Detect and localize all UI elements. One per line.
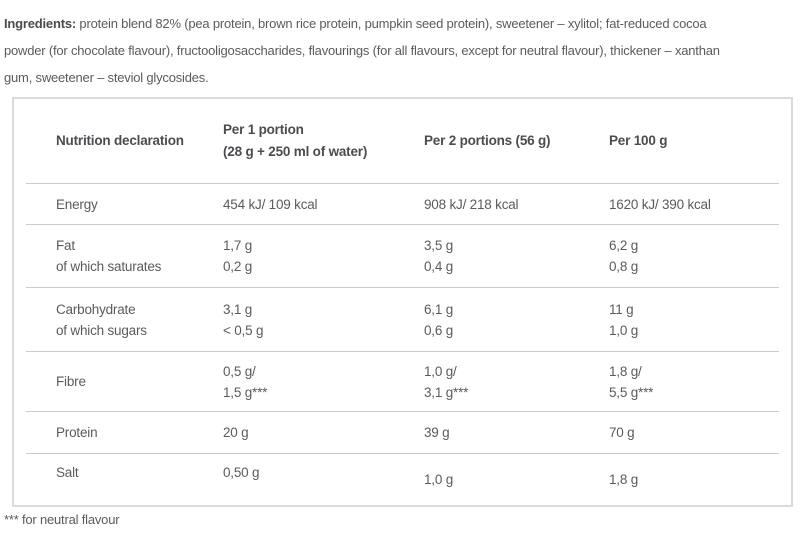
table-row: Energy 454 kJ/ 109 kcal 908 kJ/ 218 kcal 16… [26, 183, 779, 224]
ingredients-line: Ingredients: protein blend 82% (pea prot… [4, 16, 707, 31]
table-row: Protein 20 g 39 g 70 g [26, 411, 779, 453]
cell-line: 1,0 g/ [424, 363, 457, 379]
cell-line: (28 g + 250 ml of water) [223, 144, 368, 159]
cell-line: 0,50 g [223, 465, 260, 480]
cell-line: 3,5 g [424, 238, 454, 253]
table-row: Salt 0,50 g 1,0 g 1,8 g [26, 453, 779, 505]
cell-line: 0,5 g/ [223, 363, 256, 379]
value-cell: 1,7 g 0,2 g [223, 235, 424, 277]
cell-line: Carbohydrate [56, 301, 136, 317]
cell-line: Per 1 portion [223, 122, 304, 137]
cell-line: Fibre [56, 374, 86, 389]
cell-line: 1,0 g [609, 322, 639, 338]
value-cell: 454 kJ/ 109 kcal [223, 194, 424, 215]
value-cell: 1,0 g/3,1 g*** [424, 361, 609, 403]
value-cell: 1,8 g [609, 462, 779, 490]
cell-line: 908 kJ/ 218 kcal [424, 196, 519, 212]
cell-line: Per 100 g [609, 133, 668, 148]
cell-line: Nutrition declaration [56, 133, 184, 148]
cell-line: of which saturates [56, 259, 162, 274]
row-label-cell: Fibre [26, 371, 223, 392]
cell-line: 70 g [609, 425, 635, 440]
cell-line: 39 g [424, 425, 450, 440]
cell-line: 1,8 g [609, 472, 639, 487]
header-cell-2: Per 2 portions (56 g) [424, 130, 609, 152]
cell-line: 3,1 g [223, 301, 253, 317]
table-row: Carbohydrate of which sugars 3,1 g < 0,5 g 6… [26, 287, 779, 351]
footnote: *** for neutral flavour [4, 512, 120, 527]
cell-line: 6,2 g [609, 238, 639, 253]
table-row: Fibre 0,5 g/1,5 g*** 1,0 g/3,1 g*** 1,8 g/5… [26, 351, 779, 411]
nutrition-table: Nutrition declaration Per 1 portion (28 g … [12, 97, 793, 507]
header-cell-3: Per 100 g [609, 130, 779, 152]
cell-line: of which sugars [56, 322, 147, 338]
value-cell: 908 kJ/ 218 kcal [424, 194, 609, 215]
ingredients-paragraph: Ingredients: protein blend 82% (pea prot… [4, 10, 809, 91]
cell-line: 20 g [223, 425, 249, 440]
table-row: Fat of which saturates 1,7 g 0,2 g 3,5 g 0,4 … [26, 224, 779, 287]
row-label-cell: Protein [26, 422, 223, 443]
value-cell: 3,1 g < 0,5 g [223, 299, 424, 341]
value-cell: 1,8 g/5,5 g*** [609, 361, 779, 403]
cell-line: 1620 kJ/ 390 kcal [609, 196, 711, 212]
value-cell: 1,0 g [424, 462, 609, 490]
ingredients-line: powder (for chocolate flavour), fructool… [4, 43, 720, 58]
cell-line: 1,8 g/ [609, 363, 642, 379]
cell-line: 5,5 g*** [609, 384, 654, 400]
row-label-cell: Salt [26, 462, 223, 483]
value-cell: 0,50 g [223, 462, 424, 483]
cell-line: 454 kJ/ 109 kcal [223, 196, 318, 212]
row-label-cell: Fat of which saturates [26, 235, 223, 277]
cell-line: 3,1 g*** [424, 384, 469, 400]
row-label-cell: Carbohydrate of which sugars [26, 299, 223, 341]
ingredients-text: protein blend 82% (pea protein, brown ri… [76, 16, 707, 31]
row-label-cell: Energy [26, 194, 223, 215]
cell-line: Fat [56, 238, 75, 253]
value-cell: 0,5 g/1,5 g*** [223, 361, 424, 403]
cell-line: < 0,5 g [223, 322, 264, 338]
cell-line: Energy [56, 196, 98, 212]
ingredients-line: gum, sweetener – steviol glycosides. [4, 70, 209, 85]
cell-line: 1,5 g*** [223, 384, 268, 400]
ingredients-label: Ingredients: [4, 16, 76, 31]
cell-line: 1,7 g [223, 238, 253, 253]
value-cell: 20 g [223, 422, 424, 443]
value-cell: 11 g 1,0 g [609, 299, 779, 341]
cell-line: 0,8 g [609, 259, 639, 274]
cell-line: 6,1 g [424, 301, 454, 317]
cell-line: 0,4 g [424, 259, 454, 274]
value-cell: 6,2 g 0,8 g [609, 235, 779, 277]
value-cell: 1620 kJ/ 390 kcal [609, 194, 779, 215]
value-cell: 39 g [424, 422, 609, 443]
header-cell-1: Per 1 portion (28 g + 250 ml of water) [223, 119, 424, 163]
cell-line: 11 g [609, 301, 634, 317]
value-cell: 6,1 g 0,6 g [424, 299, 609, 341]
cell-line: 0,6 g [424, 322, 454, 338]
value-cell: 70 g [609, 422, 779, 443]
cell-line: Salt [56, 465, 79, 480]
table-body: Energy 454 kJ/ 109 kcal 908 kJ/ 218 kcal 16… [26, 183, 779, 505]
cell-line: 1,0 g [424, 472, 454, 487]
header-cell-0: Nutrition declaration [26, 130, 223, 152]
value-cell: 3,5 g 0,4 g [424, 235, 609, 277]
cell-line: 0,2 g [223, 259, 253, 274]
cell-line: Protein [56, 425, 98, 440]
table-header-row: Nutrition declaration Per 1 portion (28 g … [26, 99, 779, 183]
cell-line: Per 2 portions (56 g) [424, 133, 551, 148]
